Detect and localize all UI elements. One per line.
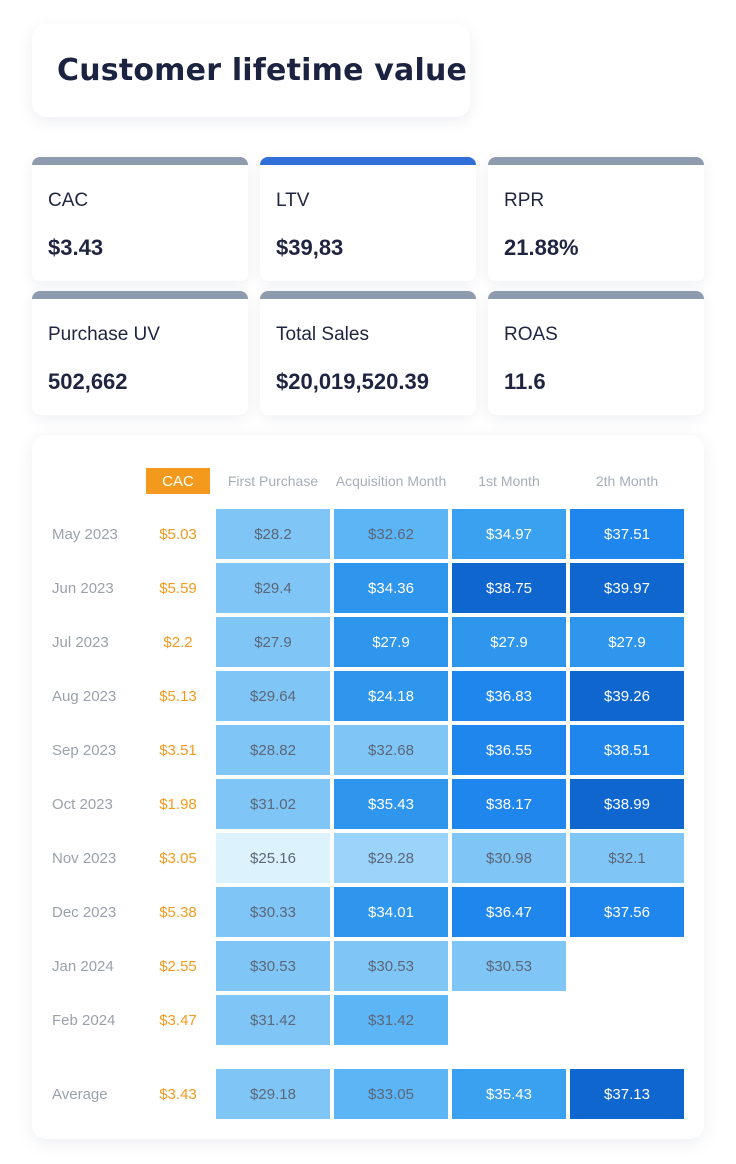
kpi-value: 11.6 <box>504 369 546 394</box>
table-cell: $36.47 <box>452 887 566 937</box>
kpi-value: $39,83 <box>276 235 344 260</box>
table-cell: $31.42 <box>216 995 330 1045</box>
kpi-accent-bar <box>488 291 704 299</box>
row-cac-value: $1.98 <box>159 795 197 813</box>
column-header-first-purchase: First Purchase <box>227 473 319 489</box>
kpi-accent-bar <box>260 291 476 299</box>
kpi-accent-bar <box>32 291 248 299</box>
kpi-label: ROAS <box>504 324 558 345</box>
kpi-card-cac: CAC $3.43 <box>32 157 248 281</box>
table-cell: $27.9 <box>570 617 684 667</box>
table-cell: $25.16 <box>216 833 330 883</box>
table-cell: $27.9 <box>452 617 566 667</box>
kpi-label: RPR <box>504 190 545 211</box>
row-month-label: Feb 2024 <box>52 1011 116 1029</box>
table-cell: $35.43 <box>334 779 448 829</box>
row-month-label: Dec 2023 <box>52 903 117 921</box>
table-cell: $28.2 <box>216 509 330 559</box>
table-cell: $32.1 <box>570 833 684 883</box>
table-cell: $27.9 <box>216 617 330 667</box>
table-cell: $27.9 <box>334 617 448 667</box>
kpi-value: $20,019,520.39 <box>276 369 429 394</box>
table-cell: $34.36 <box>334 563 448 613</box>
table-cell: $32.62 <box>334 509 448 559</box>
row-cac-value: $2.2 <box>163 633 193 651</box>
table-cell: $29.28 <box>334 833 448 883</box>
row-month-label: Sep 2023 <box>52 741 117 759</box>
kpi-accent-bar <box>260 157 476 165</box>
row-month-label: Jun 2023 <box>52 579 114 597</box>
table-cell: $34.97 <box>452 509 566 559</box>
kpi-label: LTV <box>276 190 310 211</box>
column-header-acquisition-month: Acquisition Month <box>335 473 447 489</box>
table-cell: $39.26 <box>570 671 684 721</box>
row-cac-value: $3.51 <box>159 741 197 759</box>
kpi-accent-bar <box>488 157 704 165</box>
row-cac-value: $3.43 <box>159 1085 197 1103</box>
kpi-label: Purchase UV <box>48 324 160 345</box>
cac-column-header: CAC <box>146 468 210 494</box>
row-cac-value: $5.03 <box>159 525 197 543</box>
row-month-label: Average <box>52 1085 108 1103</box>
table-cell: $30.33 <box>216 887 330 937</box>
table-cell: $29.64 <box>216 671 330 721</box>
table-cell: $29.18 <box>216 1069 330 1119</box>
row-cac-value: $5.59 <box>159 579 197 597</box>
table-cell: $38.17 <box>452 779 566 829</box>
table-cell: $28.82 <box>216 725 330 775</box>
row-cac-value: $3.47 <box>159 1011 197 1029</box>
table-cell: $31.02 <box>216 779 330 829</box>
title-card: Customer lifetime value <box>32 24 470 117</box>
row-cac-value: $5.13 <box>159 687 197 705</box>
table-cell: $38.75 <box>452 563 566 613</box>
table-cell: $30.53 <box>452 941 566 991</box>
kpi-card-purchase-uv: Purchase UV 502,662 <box>32 291 248 415</box>
table-cell: $30.53 <box>334 941 448 991</box>
kpi-value: 502,662 <box>48 369 128 394</box>
table-cell: $24.18 <box>334 671 448 721</box>
table-cell: $36.55 <box>452 725 566 775</box>
table-cell: $34.01 <box>334 887 448 937</box>
row-cac-value: $3.05 <box>159 849 197 867</box>
table-cell: $33.05 <box>334 1069 448 1119</box>
page-title: Customer lifetime value <box>57 53 468 88</box>
kpi-card-roas: ROAS 11.6 <box>488 291 704 415</box>
kpi-card-ltv: LTV $39,83 <box>260 157 476 281</box>
kpi-value: 21.88% <box>504 235 579 260</box>
row-month-label: Aug 2023 <box>52 687 117 705</box>
kpi-label: CAC <box>48 190 89 211</box>
table-cell: $38.99 <box>570 779 684 829</box>
kpi-card-total-sales: Total Sales $20,019,520.39 <box>260 291 476 415</box>
table-cell: $39.97 <box>570 563 684 613</box>
table-cell: $29.4 <box>216 563 330 613</box>
table-cell: $37.51 <box>570 509 684 559</box>
row-month-label: May 2023 <box>52 525 118 543</box>
table-cell: $36.83 <box>452 671 566 721</box>
table-cell: $30.98 <box>452 833 566 883</box>
table-cell: $38.51 <box>570 725 684 775</box>
ltv-table: CAC First Purchase Acquisition Month 1st… <box>32 435 704 1139</box>
kpi-accent-bar <box>32 157 248 165</box>
table-cell: $35.43 <box>452 1069 566 1119</box>
row-month-label: Oct 2023 <box>52 795 113 813</box>
kpi-value: $3.43 <box>48 235 104 260</box>
column-header-1st-month: 1st Month <box>478 473 540 489</box>
kpi-label: Total Sales <box>276 324 369 345</box>
table-cell: $30.53 <box>216 941 330 991</box>
table-cell: $37.13 <box>570 1069 684 1119</box>
row-month-label: Nov 2023 <box>52 849 117 867</box>
column-header-2th-month: 2th Month <box>595 473 659 489</box>
row-month-label: Jul 2023 <box>52 633 109 651</box>
table-cell: $37.56 <box>570 887 684 937</box>
kpi-card-rpr: RPR 21.88% <box>488 157 704 281</box>
table-cell: $31.42 <box>334 995 448 1045</box>
table-cell: $32.68 <box>334 725 448 775</box>
row-month-label: Jan 2024 <box>52 957 114 975</box>
row-cac-value: $2.55 <box>159 957 197 975</box>
row-cac-value: $5.38 <box>159 903 197 921</box>
